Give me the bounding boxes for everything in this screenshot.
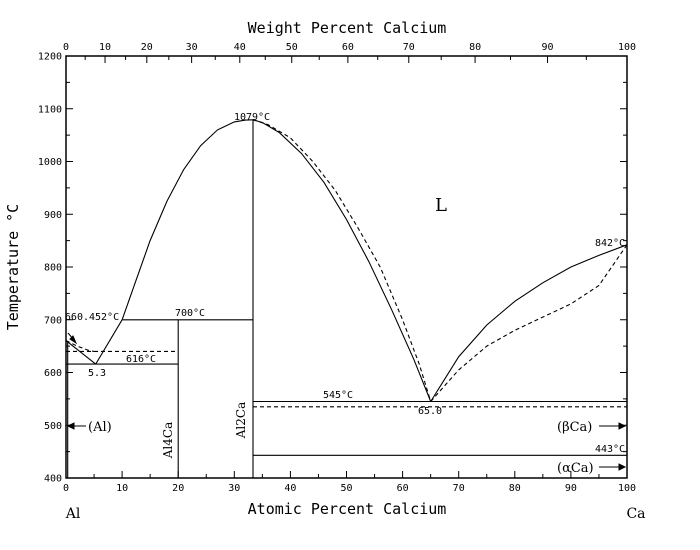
y-tick-label: 400 [44,474,62,485]
axis-ticks [65,55,628,479]
eutectic-al-temp-label: 616°C [126,354,156,365]
dashed-boundary-5 [65,340,95,352]
tick-labels: 0 10 20 30 40 50 60 70 80 90 1000 10 20 30 40 50 60 70 80 9… [38,42,636,494]
x2-tick-label: 0 [63,42,69,53]
x-tick-label: 50 [340,483,352,494]
x-tick-label: 60 [397,483,409,494]
y-tick-label: 500 [44,421,62,432]
ca-transition-label: 443°C [595,444,625,455]
x-tick-label: 100 [618,483,636,494]
solid-boundary-2 [121,119,254,320]
bottom-axis-title: Atomic Percent Calcium [248,500,447,518]
x-tick-label: 80 [509,483,521,494]
y-tick-label: 1000 [38,157,62,168]
y-tick-label: 1200 [38,52,62,63]
x-tick-label: 30 [228,483,240,494]
y-tick-label: 700 [44,315,62,326]
alpha-ca-region-label: (αCa) [557,461,594,476]
eutectic-al-comp-label: 5.3 [88,368,106,379]
top-axis-title: Weight Percent Calcium [248,19,447,37]
x2-tick-label: 40 [234,42,246,53]
solid-boundary-0 [65,340,97,365]
y-axis-title: Temperature °C [4,204,22,330]
al4ca-phase-label: Al4Ca [161,422,175,459]
peritectic-temp-label: 700°C [175,308,205,319]
al2ca-phase-label: Al2Ca [234,402,248,439]
phase-boundaries [65,119,628,478]
plot-frame [65,55,628,479]
x-tick-label: 20 [172,483,184,494]
solid-boundary-4 [430,244,628,402]
y-tick-label: 800 [44,263,62,274]
x2-tick-label: 60 [342,42,354,53]
liquid-region-label: L [435,195,447,216]
al2ca-melting-label: 1079°C [234,112,270,123]
dashed-boundary-6 [252,119,432,402]
region-arrows [66,332,627,471]
x-tick-label: 10 [116,483,128,494]
al-end-label: Al [65,506,81,522]
al-region-label: (Al) [88,420,112,435]
x-tick-label: 40 [284,483,296,494]
dashed-boundary-7 [430,244,628,402]
solid-boundary-1 [95,319,123,365]
y-tick-label: 900 [44,210,62,221]
beta-ca-region-label: (βCa) [557,420,592,435]
y-tick-label: 1100 [38,104,62,115]
x2-tick-label: 30 [186,42,198,53]
x-tick-label: 70 [453,483,465,494]
ca-end-label: Ca [626,506,645,522]
x2-tick-label: 70 [403,42,415,53]
al-melting-label: 660.452°C [65,312,119,323]
x2-tick-label: 10 [99,42,111,53]
x2-tick-label: 80 [469,42,481,53]
x2-tick-label: 20 [141,42,153,53]
y-tick-label: 600 [44,368,62,379]
eutectic-ca-temp-label: 545°C [323,390,353,401]
x-tick-label: 0 [63,483,69,494]
eutectic-ca-comp-label: 65.0 [418,406,442,417]
solid-boundary-3 [252,119,432,402]
x2-tick-label: 90 [542,42,554,53]
ca-melting-label: 842°C [595,238,625,249]
x-tick-label: 90 [565,483,577,494]
x2-tick-label: 100 [618,42,636,53]
x2-tick-label: 50 [286,42,298,53]
